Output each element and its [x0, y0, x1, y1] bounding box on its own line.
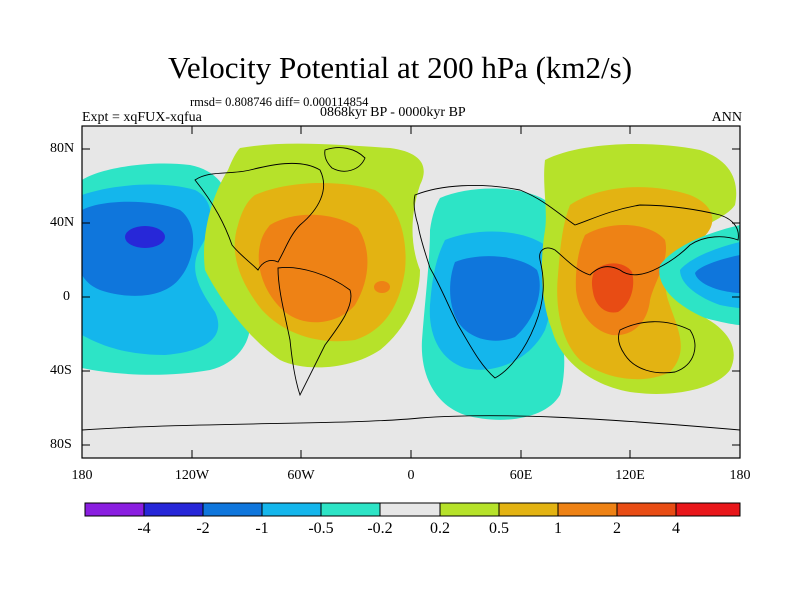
- colorbar-swatch-7: [440, 503, 499, 516]
- colorbar: [84, 502, 741, 517]
- longitude-ticks: [81, 126, 741, 458]
- lon-label-60w: 60W: [287, 468, 315, 483]
- coastlines: [82, 147, 740, 431]
- map-panel: [82, 126, 740, 458]
- colorbar-label-neg4: -4: [137, 520, 151, 537]
- lon-label-120e: 120E: [615, 468, 645, 483]
- colorbar-swatch-8: [499, 503, 558, 516]
- lat-label-80s: 80S: [50, 437, 72, 452]
- colorbar-swatch-1: [85, 503, 144, 516]
- colorbar-label-0-2: 0.2: [430, 520, 450, 537]
- africa-negative-region: [421, 188, 565, 420]
- stats-line: rmsd= 0.808746 diff= 0.000114854: [190, 95, 369, 109]
- colorbar-swatch-3: [203, 503, 262, 516]
- lon-label-120w: 120W: [174, 468, 210, 483]
- lon-label-0: 0: [407, 468, 415, 483]
- experiment-label: Expt = xqFUX-xqfua: [82, 110, 202, 125]
- latitude-ticks: [82, 148, 740, 446]
- lon-label-180w: 180: [71, 468, 93, 483]
- lat-label-40n: 40N: [50, 215, 75, 230]
- east-pacific-negative-region: [659, 225, 740, 325]
- colorbar-swatch-6: [380, 503, 440, 516]
- colorbar-label-2: 2: [613, 520, 621, 537]
- colorbar-label-neg0-5: -0.5: [308, 520, 334, 537]
- colorbar-swatch-10: [617, 503, 676, 516]
- colorbar-swatch-11: [676, 503, 740, 516]
- colorbar-label-neg2: -2: [196, 520, 210, 537]
- colorbar-swatch-4: [262, 503, 321, 516]
- lon-label-60e: 60E: [509, 468, 533, 483]
- colorbar-label-4: 4: [672, 520, 680, 537]
- pacific-negative-region: [82, 163, 250, 375]
- figure-title: Velocity Potential at 200 hPa (km2/s): [167, 50, 633, 85]
- atlantic-positive-region: [204, 143, 424, 368]
- season-label: ANN: [711, 110, 742, 125]
- colorbar-swatch-2: [144, 503, 203, 516]
- colorbar-label-neg0-2: -0.2: [367, 520, 393, 537]
- lat-label-0: 0: [63, 289, 70, 304]
- period-line: 0868kyr BP - 0000kyr BP: [320, 105, 466, 120]
- colorbar-label-neg1: -1: [255, 520, 269, 537]
- colorbar-swatch-5: [321, 503, 380, 516]
- lat-label-80n: 80N: [50, 141, 75, 156]
- lon-label-180e: 180: [729, 468, 751, 483]
- colorbar-label-1: 1: [554, 520, 562, 537]
- colorbar-swatch-9: [558, 503, 617, 516]
- lat-label-40s: 40S: [50, 363, 72, 378]
- colorbar-label-0-5: 0.5: [489, 520, 509, 537]
- colorbar-frame: [84, 502, 741, 517]
- asia-positive-region: [541, 144, 737, 394]
